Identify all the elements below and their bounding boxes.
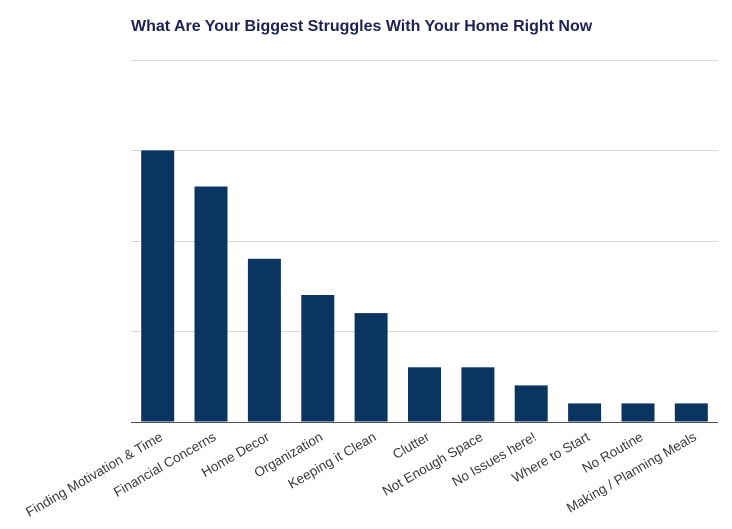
bar (247, 258, 281, 422)
bar (194, 186, 228, 422)
bar (301, 295, 335, 422)
gridlines (131, 60, 718, 423)
bar (461, 367, 495, 422)
category-label: Keeping it Clean (285, 429, 378, 492)
bar (141, 150, 175, 422)
bar (621, 403, 655, 422)
bar (568, 403, 602, 422)
bar (408, 367, 441, 422)
bar (354, 313, 388, 422)
bar (514, 385, 548, 422)
bar (674, 403, 708, 422)
bars (141, 150, 708, 422)
chart-title: What Are Your Biggest Struggles With You… (131, 18, 593, 35)
category-label: Clutter (390, 429, 432, 462)
